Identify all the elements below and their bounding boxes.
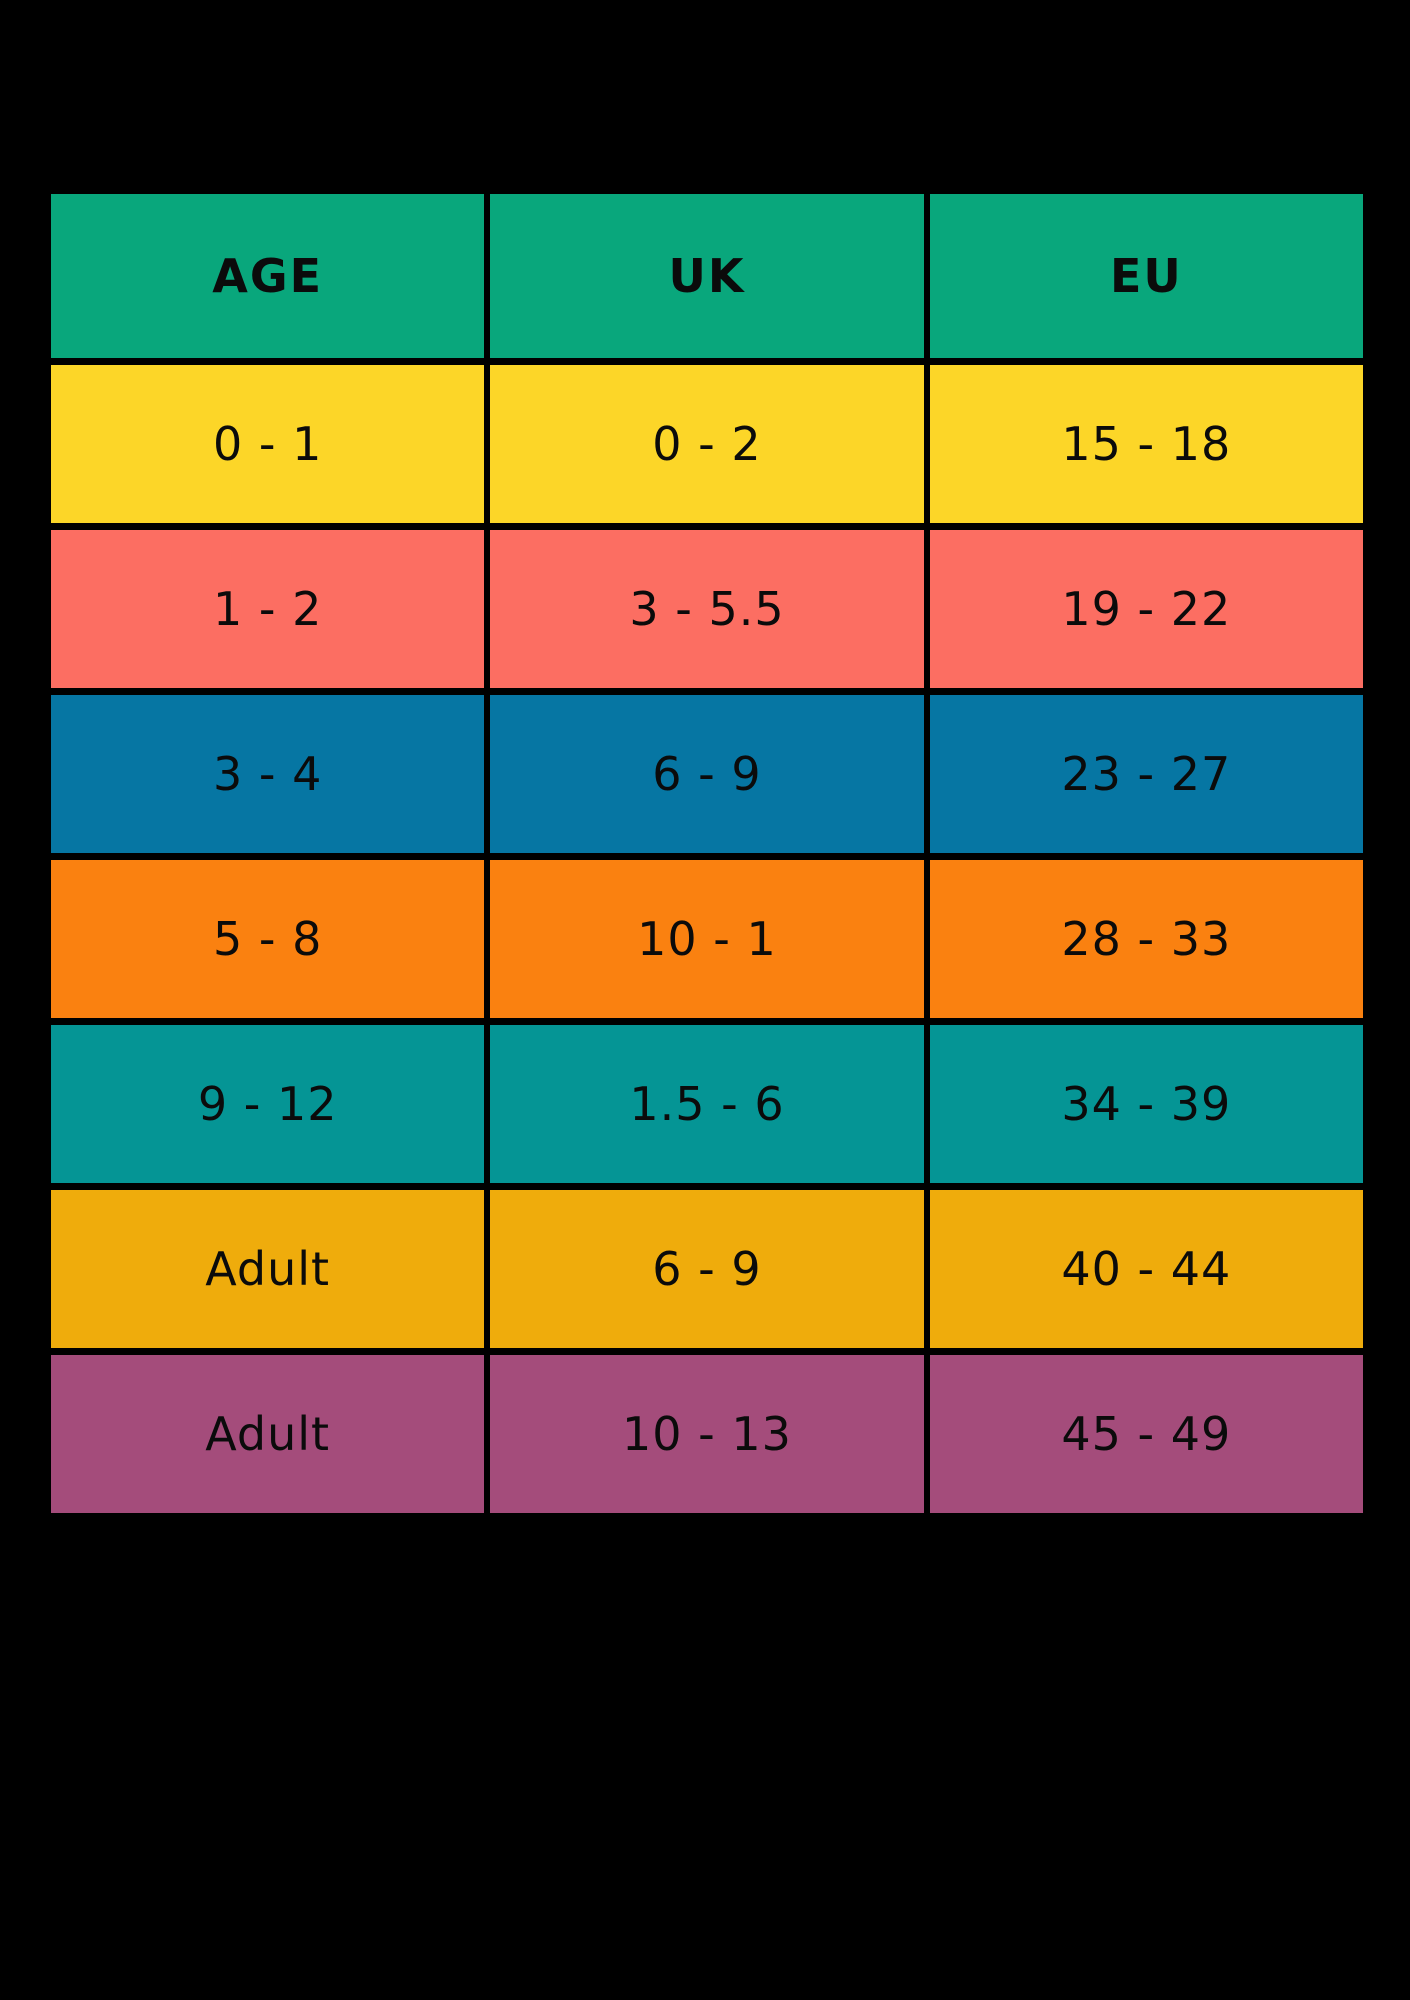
cell-eu: 34 - 39 — [929, 1025, 1363, 1183]
cell-eu: 40 - 44 — [929, 1190, 1363, 1348]
column-header-eu: EU — [929, 194, 1363, 358]
cell-age: 3 - 4 — [51, 695, 485, 853]
cell-eu: 19 - 22 — [929, 530, 1363, 688]
cell-age: 1 - 2 — [51, 530, 485, 688]
cell-uk: 10 - 13 — [490, 1355, 924, 1513]
cell-eu: 23 - 27 — [929, 695, 1363, 853]
cell-age: 0 - 1 — [51, 365, 485, 523]
cell-uk: 6 - 9 — [490, 695, 924, 853]
cell-age: Adult — [51, 1190, 485, 1348]
cell-age: Adult — [51, 1355, 485, 1513]
column-header-age: AGE — [51, 194, 485, 358]
cell-age: 9 - 12 — [51, 1025, 485, 1183]
cell-uk: 10 - 1 — [490, 860, 924, 1018]
cell-eu: 45 - 49 — [929, 1355, 1363, 1513]
cell-uk: 1.5 - 6 — [490, 1025, 924, 1183]
cell-uk: 3 - 5.5 — [490, 530, 924, 688]
cell-uk: 0 - 2 — [490, 365, 924, 523]
cell-age: 5 - 8 — [51, 860, 485, 1018]
cell-uk: 6 - 9 — [490, 1190, 924, 1348]
size-conversion-table: AGE UK EU 0 - 1 0 - 2 15 - 18 1 - 2 3 - … — [51, 194, 1363, 1513]
column-header-uk: UK — [490, 194, 924, 358]
cell-eu: 28 - 33 — [929, 860, 1363, 1018]
cell-eu: 15 - 18 — [929, 365, 1363, 523]
